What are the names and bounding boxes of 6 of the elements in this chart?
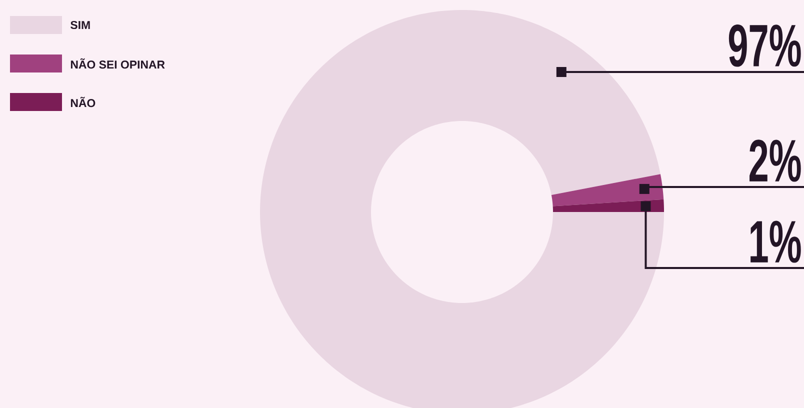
legend-label: SIM — [70, 20, 90, 30]
legend-label: NÃO SEI OPINAR — [70, 58, 165, 69]
data-label: 2% — [750, 140, 801, 182]
data-label: 97% — [728, 24, 801, 67]
data-label: 1% — [750, 220, 801, 263]
legend-label: NÃO — [70, 96, 96, 108]
